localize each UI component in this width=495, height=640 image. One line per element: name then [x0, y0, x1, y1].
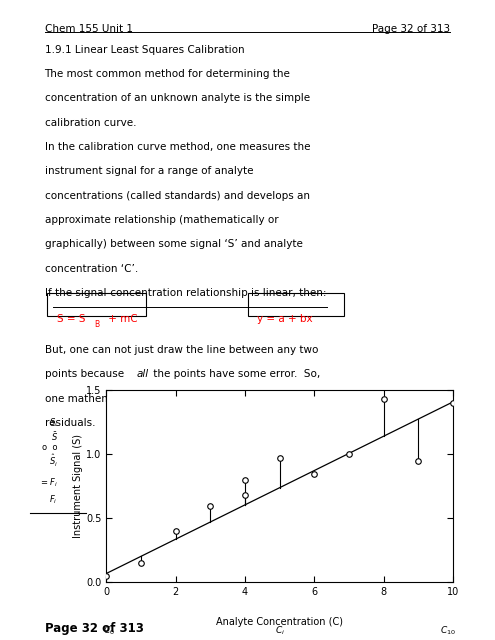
Text: graphically) between some signal ‘S’ and analyte: graphically) between some signal ‘S’ and…	[45, 239, 302, 250]
Text: one mathematically attempts to minimize the: one mathematically attempts to minimize …	[45, 394, 285, 404]
Text: instrument signal for a range of analyte: instrument signal for a range of analyte	[45, 166, 253, 177]
Point	[414, 456, 422, 466]
Text: approximate relationship (mathematically or: approximate relationship (mathematically…	[45, 215, 278, 225]
Text: residuals.: residuals.	[45, 418, 95, 428]
Point	[345, 449, 353, 460]
Text: points because: points because	[45, 369, 127, 380]
Text: $\mathit{C}_{10}$: $\mathit{C}_{10}$	[441, 625, 456, 637]
Text: But, one can not just draw the line between any two: But, one can not just draw the line betw…	[45, 345, 318, 355]
Text: $\bar{S}$: $\bar{S}$	[51, 430, 58, 443]
Text: S = S: S = S	[57, 314, 86, 324]
Text: concentrations (called standards) and develops an: concentrations (called standards) and de…	[45, 191, 309, 201]
Text: $F_i$: $F_i$	[50, 493, 58, 506]
Text: Page 32 of 313: Page 32 of 313	[45, 622, 144, 635]
Point	[449, 398, 457, 408]
Point	[310, 468, 318, 479]
Bar	[47, 292, 146, 316]
Point	[102, 571, 110, 581]
X-axis label: Analyte Concentration (C): Analyte Concentration (C)	[216, 617, 343, 627]
Text: $\hat{S}_i$: $\hat{S}_i$	[49, 453, 58, 470]
Text: In the calibration curve method, one measures the: In the calibration curve method, one mea…	[45, 142, 310, 152]
Point	[137, 558, 145, 568]
Text: B: B	[95, 320, 99, 329]
Text: $\mathit{C}_0$: $\mathit{C}_0$	[103, 625, 115, 637]
Text: all: all	[136, 369, 148, 380]
Text: Page 32 of 313: Page 32 of 313	[372, 24, 450, 35]
Point	[276, 453, 284, 463]
Text: $\chi^2 = \Sigma(y_i - (a + bx_i))^2$: $\chi^2 = \Sigma(y_i - (a + bx_i))^2$	[199, 430, 316, 449]
Text: If the signal-concentration relationship is linear, then:: If the signal-concentration relationship…	[45, 288, 326, 298]
Text: calibration curve.: calibration curve.	[45, 118, 136, 128]
Text: $S_i$: $S_i$	[49, 417, 58, 429]
Text: 1.9.1 Linear Least Squares Calibration: 1.9.1 Linear Least Squares Calibration	[45, 45, 244, 55]
Text: $\mathit{C}_i$: $\mathit{C}_i$	[275, 625, 285, 637]
Text: + mC: + mC	[105, 314, 138, 324]
Point	[206, 500, 214, 511]
Text: Chem 155 Unit 1: Chem 155 Unit 1	[45, 24, 133, 35]
Point	[241, 475, 249, 485]
Point	[380, 394, 388, 404]
Point	[172, 526, 180, 536]
Text: concentration of an unknown analyte is the simple: concentration of an unknown analyte is t…	[45, 93, 310, 104]
Text: o  o: o o	[43, 444, 58, 452]
Bar	[248, 292, 344, 316]
Text: The most common method for determining the: The most common method for determining t…	[45, 69, 291, 79]
Text: y = a + bx: y = a + bx	[257, 314, 313, 324]
Text: concentration ‘C’.: concentration ‘C’.	[45, 264, 138, 274]
Point	[241, 490, 249, 500]
Text: $= F_i$: $= F_i$	[39, 476, 58, 489]
Y-axis label: Instrument Signal (S): Instrument Signal (S)	[73, 435, 84, 538]
Text: the points have some error.  So,: the points have some error. So,	[150, 369, 320, 380]
